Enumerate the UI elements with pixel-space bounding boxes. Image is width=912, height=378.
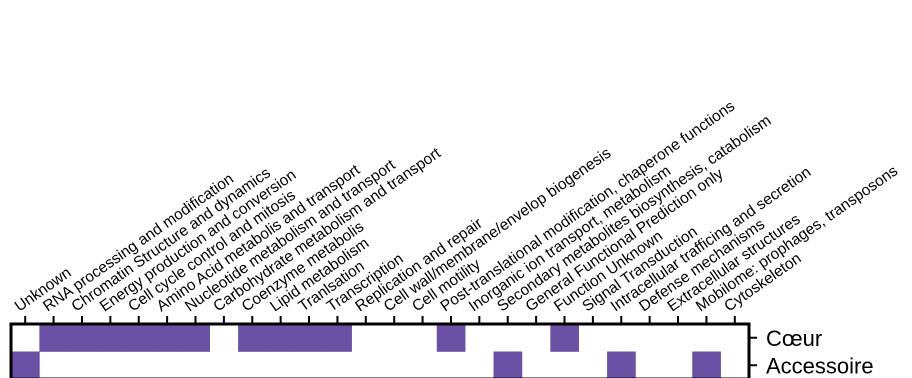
heatmap-frame: [9, 322, 751, 378]
heatmap-cell: [152, 324, 182, 352]
row-label: Cœur: [766, 326, 822, 351]
heatmap-cell: [692, 351, 721, 378]
category-ticks: [24, 316, 736, 324]
heatmap-cell: [550, 324, 579, 352]
heatmap-cell: [493, 351, 523, 378]
heatmap-cell: [181, 324, 210, 352]
heatmap-cell: [323, 324, 352, 352]
heatmap-cell: [238, 324, 267, 352]
heatmap-cell: [607, 351, 636, 378]
heatmap-cell: [96, 324, 125, 352]
heatmap-cell: [436, 324, 466, 352]
heatmap-cell: [266, 324, 296, 352]
heatmap-cells: [11, 324, 721, 378]
row-ticks: [749, 336, 757, 367]
row-label: Accessoire: [766, 353, 874, 378]
heatmap-cell: [67, 324, 97, 352]
heatmap-cell: [11, 351, 40, 378]
heatmap-cell: [294, 324, 324, 352]
heatmap-cell: [39, 324, 69, 352]
heatmap-cell: [124, 324, 154, 352]
